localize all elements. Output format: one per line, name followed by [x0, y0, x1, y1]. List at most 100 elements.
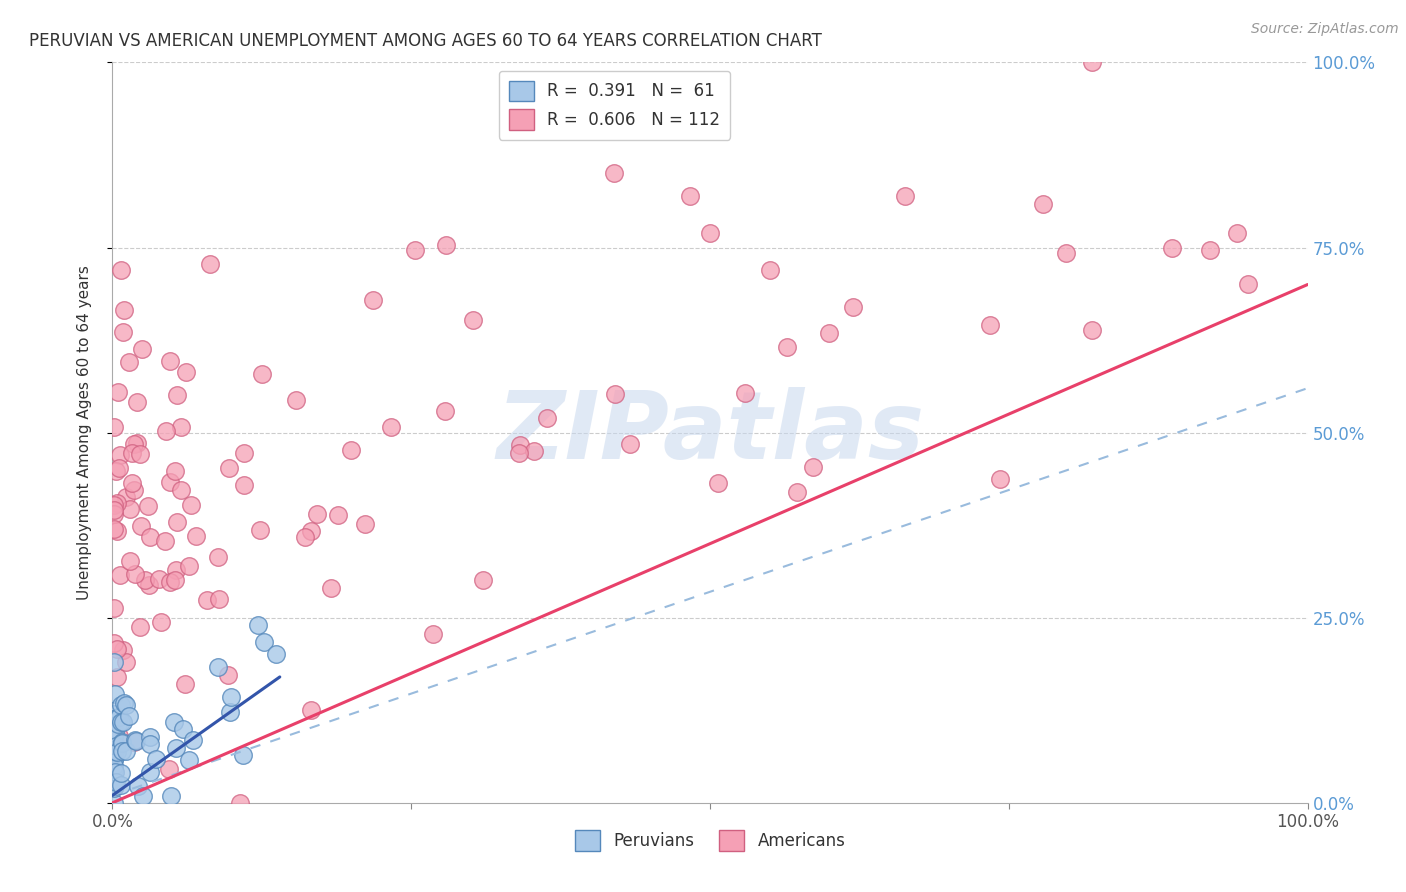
- Point: [1081, 323, 1104, 337]
- Point: [1161, 240, 1184, 254]
- Point: [127, 436, 149, 450]
- Point: [842, 300, 865, 314]
- Point: [173, 677, 195, 691]
- Point: [160, 789, 183, 804]
- Point: [523, 443, 546, 458]
- Point: [319, 582, 342, 596]
- Point: [111, 736, 134, 750]
- Point: [253, 634, 276, 648]
- Point: [1199, 243, 1222, 257]
- Text: Source: ZipAtlas.com: Source: ZipAtlas.com: [1251, 22, 1399, 37]
- Point: [363, 293, 385, 307]
- Y-axis label: Unemployment Among Ages 60 to 64 years: Unemployment Among Ages 60 to 64 years: [77, 265, 91, 600]
- Point: [108, 568, 131, 582]
- Point: [166, 388, 188, 402]
- Point: [232, 478, 254, 492]
- Point: [114, 655, 136, 669]
- Point: [103, 706, 125, 721]
- Point: [509, 438, 531, 452]
- Point: [114, 744, 136, 758]
- Point: [112, 696, 135, 710]
- Point: [131, 342, 153, 356]
- Point: [104, 739, 127, 754]
- Point: [818, 326, 841, 340]
- Point: [129, 518, 152, 533]
- Point: [110, 714, 132, 729]
- Point: [159, 574, 181, 589]
- Legend: Peruvians, Americans: Peruvians, Americans: [568, 823, 852, 857]
- Point: [603, 166, 626, 180]
- Point: [340, 443, 363, 458]
- Point: [103, 600, 125, 615]
- Point: [117, 355, 139, 369]
- Point: [103, 730, 125, 744]
- Point: [471, 573, 494, 587]
- Point: [294, 530, 316, 544]
- Point: [103, 749, 125, 764]
- Point: [103, 745, 125, 759]
- Point: [104, 726, 127, 740]
- Point: [354, 516, 377, 531]
- Point: [111, 735, 134, 749]
- Point: [104, 723, 127, 738]
- Point: [103, 712, 125, 726]
- Point: [108, 448, 131, 462]
- Point: [103, 420, 125, 434]
- Point: [249, 523, 271, 537]
- Point: [979, 318, 1001, 333]
- Point: [139, 737, 162, 751]
- Point: [103, 636, 125, 650]
- Point: [232, 747, 254, 762]
- Point: [121, 446, 143, 460]
- Point: [380, 419, 402, 434]
- Point: [734, 386, 756, 401]
- Point: [139, 764, 162, 779]
- Point: [218, 460, 240, 475]
- Point: [1081, 55, 1104, 70]
- Point: [138, 578, 160, 592]
- Point: [112, 303, 135, 318]
- Text: PERUVIAN VS AMERICAN UNEMPLOYMENT AMONG AGES 60 TO 64 YEARS CORRELATION CHART: PERUVIAN VS AMERICAN UNEMPLOYMENT AMONG …: [28, 32, 821, 50]
- Point: [170, 483, 193, 498]
- Point: [247, 618, 270, 632]
- Point: [114, 490, 136, 504]
- Point: [138, 499, 160, 513]
- Point: [786, 485, 808, 500]
- Point: [107, 716, 129, 731]
- Point: [1226, 226, 1249, 240]
- Point: [208, 591, 231, 606]
- Point: [122, 437, 145, 451]
- Text: ZIPatlas: ZIPatlas: [496, 386, 924, 479]
- Point: [328, 508, 350, 523]
- Point: [117, 709, 139, 723]
- Point: [129, 620, 152, 634]
- Point: [110, 263, 132, 277]
- Point: [125, 734, 148, 748]
- Point: [299, 703, 322, 717]
- Point: [157, 763, 180, 777]
- Point: [105, 711, 128, 725]
- Point: [110, 698, 132, 713]
- Point: [103, 763, 125, 777]
- Point: [111, 715, 134, 730]
- Point: [111, 325, 134, 339]
- Point: [134, 573, 156, 587]
- Point: [605, 387, 627, 401]
- Point: [127, 779, 149, 793]
- Point: [103, 714, 125, 729]
- Point: [110, 778, 132, 792]
- Point: [124, 733, 146, 747]
- Point: [1054, 245, 1077, 260]
- Point: [668, 92, 690, 106]
- Point: [120, 554, 142, 568]
- Point: [103, 780, 125, 795]
- Point: [219, 690, 242, 704]
- Point: [1032, 197, 1054, 211]
- Point: [103, 507, 125, 521]
- Point: [103, 796, 125, 810]
- Point: [127, 395, 149, 409]
- Point: [107, 710, 129, 724]
- Point: [166, 515, 188, 529]
- Point: [150, 615, 173, 630]
- Point: [299, 524, 322, 539]
